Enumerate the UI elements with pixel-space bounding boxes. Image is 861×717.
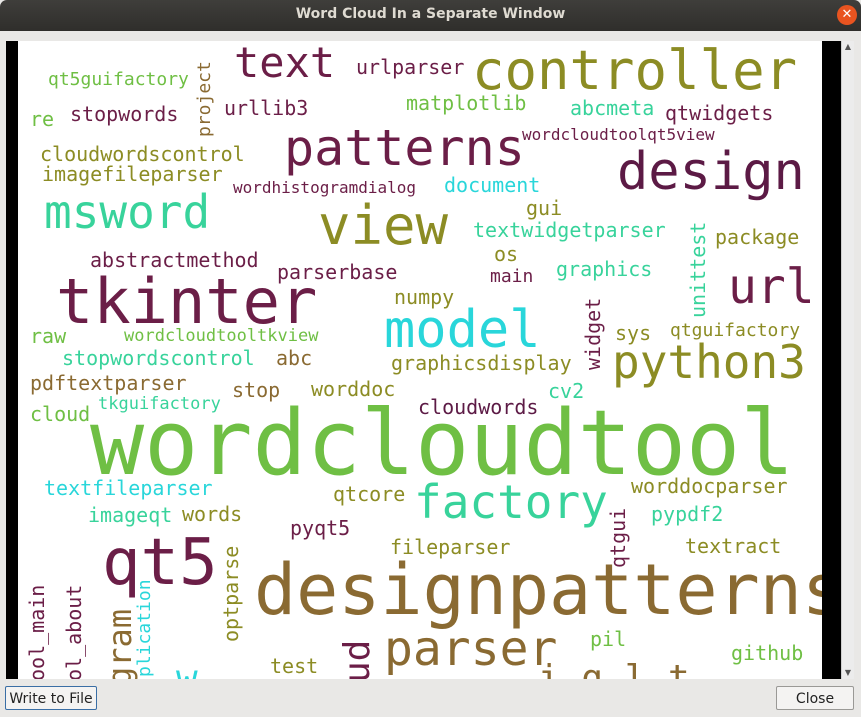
word-cloud: cloud	[30, 402, 91, 426]
word-textract: textract	[685, 534, 782, 558]
word-main: main	[490, 266, 534, 287]
word-ool-main: ool_main	[25, 584, 49, 679]
word-qtcore: qtcore	[333, 482, 406, 506]
word-worddoc: worddoc	[311, 377, 396, 401]
word-wordcloudtool: wordcloudtool	[90, 391, 795, 496]
word-tkguifactory: tkguifactory	[98, 394, 221, 414]
word-msword: msword	[44, 185, 211, 239]
word-numpy: numpy	[394, 285, 455, 309]
close-button[interactable]: Close	[776, 686, 854, 710]
word-view: view	[318, 194, 449, 257]
word-raw: raw	[30, 324, 67, 348]
word-wordcloudtooltkview: wordcloudtooltkview	[124, 326, 319, 346]
word-package: package	[715, 225, 800, 249]
word-plication: plication	[134, 579, 155, 677]
word-pil: pil	[590, 627, 627, 651]
word-url: url	[728, 259, 815, 315]
word-patterns: patterns	[284, 119, 525, 177]
word-ud: ud	[337, 639, 378, 679]
word-pypdf2: pypdf2	[651, 502, 724, 526]
word-factory: factory	[414, 475, 608, 529]
word-matplotlib: matplotlib	[406, 91, 527, 115]
word-graphicsdisplay: graphicsdisplay	[391, 351, 572, 375]
word-parserbase: parserbase	[277, 260, 398, 284]
word-cloudwordscontrol: cloudwordscontrol	[40, 142, 245, 166]
word-ol-about: ol_about	[62, 584, 86, 679]
window-title: Word Cloud In a Separate Window	[295, 6, 566, 22]
word-gui: gui	[526, 196, 563, 220]
word-imagefileparser: imagefileparser	[42, 162, 223, 186]
word-widget: widget	[581, 297, 605, 370]
word-wordcloudtoolqt5view: wordcloudtoolqt5view	[522, 125, 715, 144]
word-document: document	[444, 173, 541, 197]
word-os: os	[494, 242, 519, 266]
word-re: re	[30, 107, 55, 131]
word-python3: python3	[612, 335, 806, 389]
word-test: test	[270, 654, 319, 678]
word-partial-inglet: i g l t	[538, 658, 690, 680]
word-abstractmethod: abstractmethod	[90, 248, 259, 272]
word-optparse: optparse	[219, 545, 243, 642]
word-cloud-canvas[interactable]: wordcloudtool designpatterns controller …	[18, 41, 822, 679]
word-words: words	[182, 502, 243, 526]
word-wordhistogramdialog: wordhistogramdialog	[233, 178, 417, 197]
word-cloudwords: cloudwords	[418, 395, 539, 419]
word-textfileparser: textfileparser	[44, 476, 213, 500]
word-qtguifactory: qtguifactory	[670, 320, 801, 341]
word-imageqt: imageqt	[88, 503, 173, 527]
word-stopwordscontrol: stopwordscontrol	[62, 346, 255, 370]
word-stop: stop	[232, 378, 281, 402]
word-controller: controller	[472, 41, 798, 102]
word-worddocparser: worddocparser	[631, 474, 788, 498]
word-partial-w: w	[176, 658, 198, 680]
window-titlebar[interactable]: Word Cloud In a Separate Window ✕	[0, 0, 861, 31]
word-unittest: unittest	[686, 221, 710, 318]
word-qtwidgets: qtwidgets	[665, 101, 774, 125]
word-text: text	[234, 41, 336, 87]
word-graphics: graphics	[556, 257, 653, 281]
word-github: github	[731, 641, 804, 665]
word-designpatterns: designpatterns	[254, 549, 822, 631]
scroll-up-arrow-icon[interactable]: ▲	[844, 42, 852, 51]
word-urllib3: urllib3	[224, 96, 309, 120]
word-design: design	[617, 142, 805, 202]
word-pyqt5: pyqt5	[290, 516, 351, 540]
word-qtgui: qtgui	[606, 507, 630, 568]
scroll-down-arrow-icon[interactable]: ▼	[844, 668, 852, 677]
vertical-scrollbar[interactable]: ▲ ▼	[841, 41, 854, 679]
word-qt5guifactory: qt5guifactory	[48, 69, 189, 90]
write-to-file-button[interactable]: Write to File	[5, 686, 97, 710]
word-qt5: qt5	[102, 526, 218, 600]
word-fileparser: fileparser	[390, 535, 511, 559]
word-cv2: cv2	[548, 379, 585, 403]
word-sys: sys	[615, 321, 652, 345]
word-abc: abc	[276, 346, 313, 370]
word-abcmeta: abcmeta	[570, 96, 655, 120]
word-model: model	[384, 300, 541, 360]
word-project: project	[194, 61, 215, 137]
word-parser: parser	[384, 621, 558, 677]
window-close-icon[interactable]: ✕	[837, 5, 857, 25]
word-tkinter: tkinter	[56, 265, 318, 338]
word-pdftextparser: pdftextparser	[30, 371, 187, 395]
word-textwidgetparser: textwidgetparser	[473, 218, 666, 242]
word-urlparser: urlparser	[356, 55, 465, 79]
word-stopwords: stopwords	[70, 102, 179, 126]
word-gram: gram	[101, 608, 139, 679]
